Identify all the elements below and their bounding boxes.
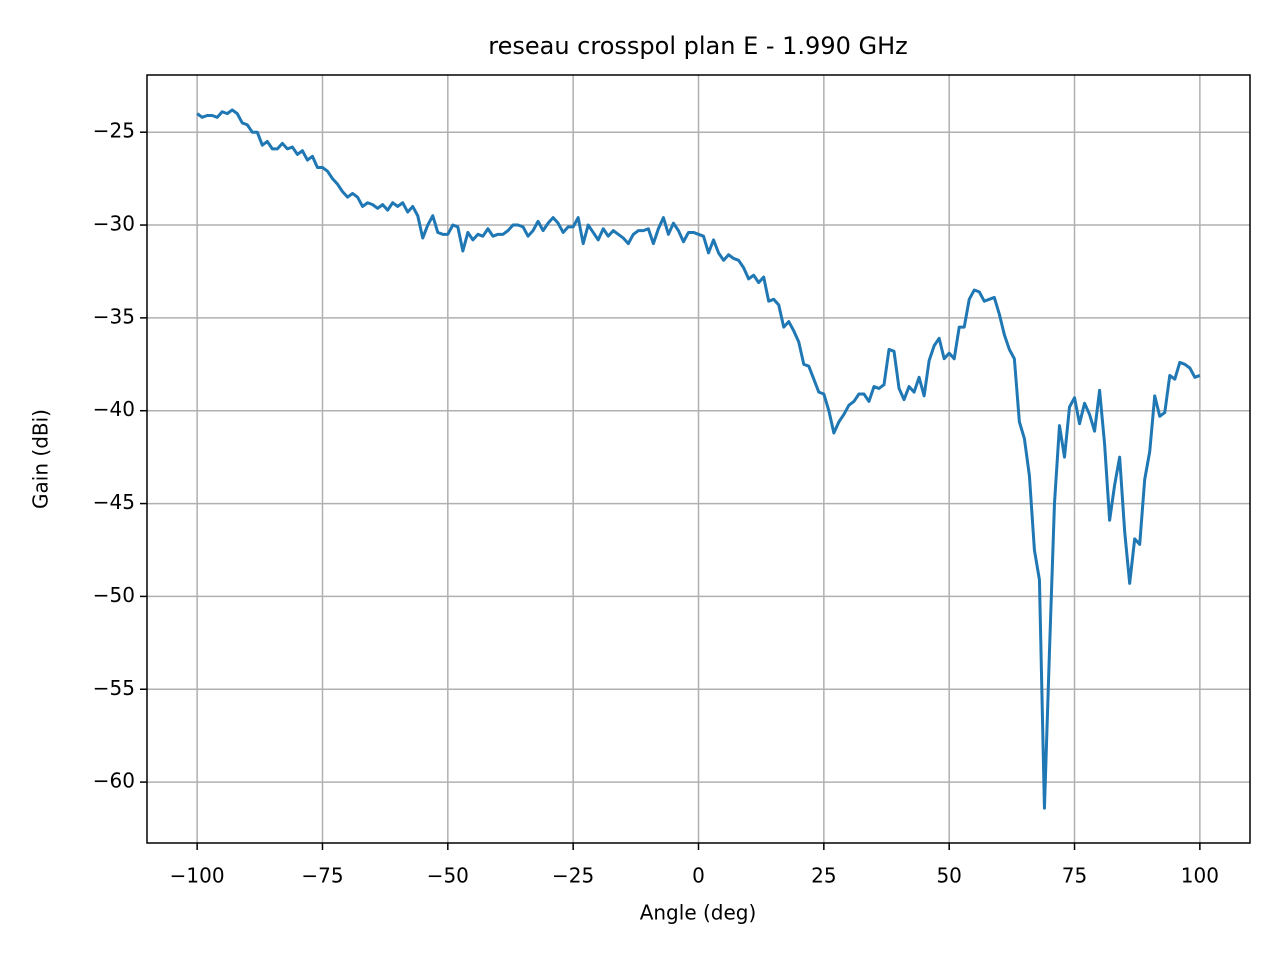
x-tick-label: 25 bbox=[811, 864, 836, 888]
y-tick-label: −35 bbox=[93, 304, 135, 328]
y-tick-label: −60 bbox=[93, 769, 135, 793]
x-tick-label: 0 bbox=[692, 864, 705, 888]
y-tick-label: −30 bbox=[93, 212, 135, 236]
y-tick-label: −55 bbox=[93, 676, 135, 700]
y-tick-label: −25 bbox=[93, 119, 135, 143]
x-axis-label: Angle (deg) bbox=[640, 901, 757, 925]
chart-title: reseau crosspol plan E - 1.990 GHz bbox=[488, 32, 907, 60]
data-line bbox=[196, 108, 1201, 810]
x-tick-label: −25 bbox=[552, 864, 594, 888]
x-tick-label: 100 bbox=[1181, 864, 1219, 888]
y-axis-label: Gain (dBi) bbox=[29, 409, 53, 509]
plot-frame bbox=[146, 74, 1251, 844]
x-tick-label: 50 bbox=[936, 864, 961, 888]
y-tick-label: −45 bbox=[93, 490, 135, 514]
x-tick-label: −50 bbox=[427, 864, 469, 888]
x-tick-label: −75 bbox=[301, 864, 343, 888]
x-tick-label: −100 bbox=[170, 864, 225, 888]
y-tick-label: −40 bbox=[93, 397, 135, 421]
x-tick-label: 75 bbox=[1062, 864, 1087, 888]
y-tick-label: −50 bbox=[93, 583, 135, 607]
